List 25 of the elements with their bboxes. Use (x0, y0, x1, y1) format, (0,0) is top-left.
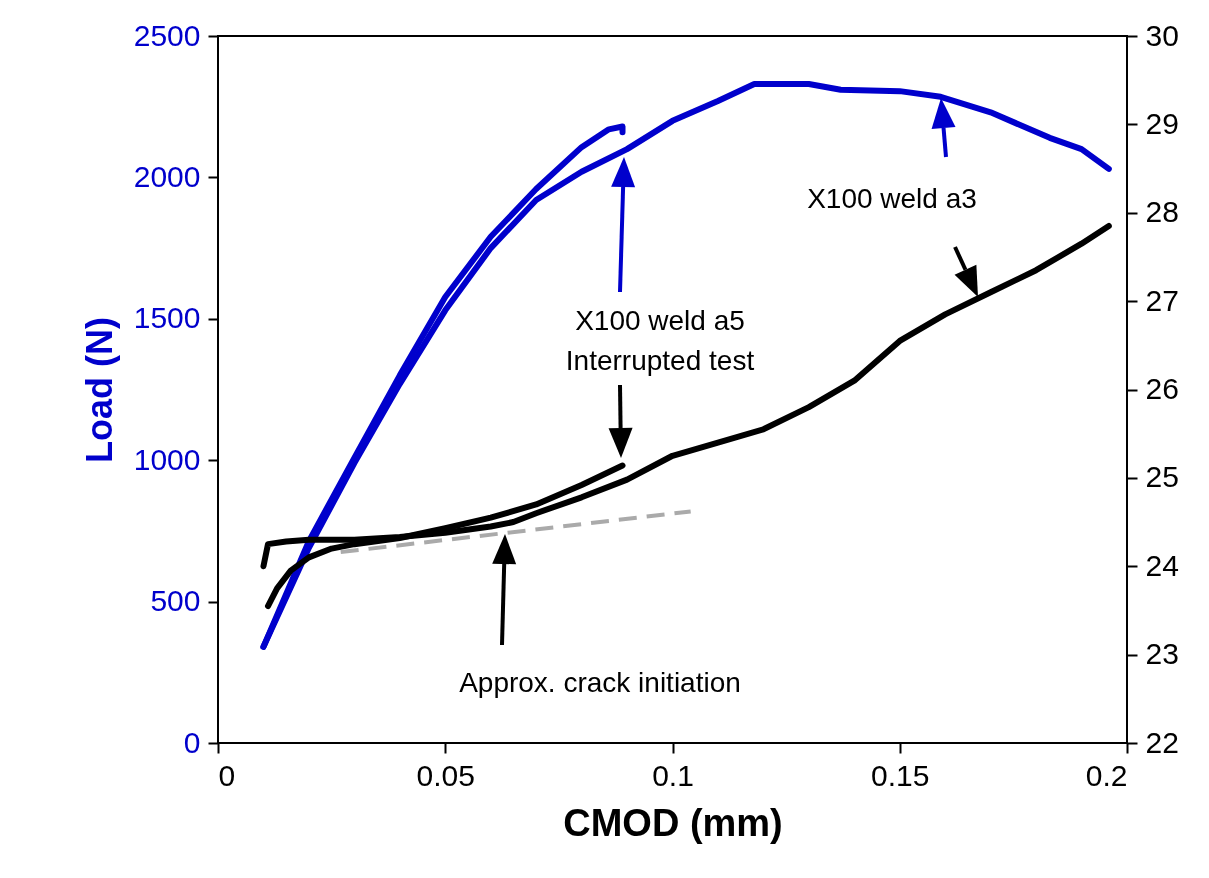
y-axis-title: Load (N) (78, 317, 120, 463)
x-tick-label: 0.15 (871, 758, 930, 792)
annotation: X100 weld a5 Interrupted test (565, 305, 755, 376)
y2-tick-label: 28 (1145, 195, 1179, 229)
x-tick-label: 0.2 (1085, 758, 1128, 792)
y2-tick-label: 27 (1145, 283, 1179, 317)
y-tick-label: 1500 (133, 301, 201, 335)
x-tick-label: 0.1 (652, 758, 694, 792)
y2-tick-label: 30 (1145, 18, 1179, 52)
y-tick-label: 0 (183, 725, 201, 759)
y2-tick-label: 22 (1145, 725, 1179, 759)
annotation: X100 weld a3 (807, 183, 977, 214)
y-tick-label: 2500 (133, 18, 201, 52)
y2-tick-label: 29 (1145, 106, 1179, 140)
y-tick-label: 500 (150, 584, 201, 618)
x-tick-label: 0.05 (416, 758, 475, 792)
annotation: Approx. crack initiation (459, 667, 741, 698)
y2-tick-label: 25 (1145, 460, 1179, 494)
x-axis-title: CMOD (mm) (563, 801, 783, 844)
x-tick-label: 0 (218, 758, 236, 792)
y2-tick-label: 24 (1145, 548, 1179, 582)
y-tick-label: 2000 (133, 159, 201, 193)
y2-tick-label: 26 (1145, 372, 1179, 405)
y2-tick-label: 23 (1145, 637, 1179, 671)
y-tick-label: 1000 (133, 442, 201, 476)
